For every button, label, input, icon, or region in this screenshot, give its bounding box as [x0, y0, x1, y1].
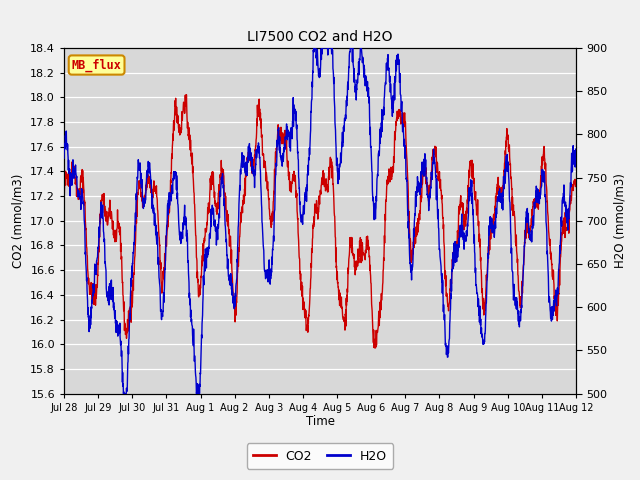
Y-axis label: CO2 (mmol/m3): CO2 (mmol/m3): [12, 174, 24, 268]
Text: MB_flux: MB_flux: [72, 59, 122, 72]
Legend: CO2, H2O: CO2, H2O: [247, 444, 393, 469]
Title: LI7500 CO2 and H2O: LI7500 CO2 and H2O: [247, 30, 393, 44]
X-axis label: Time: Time: [305, 415, 335, 429]
Y-axis label: H2O (mmol/m3): H2O (mmol/m3): [613, 173, 626, 268]
